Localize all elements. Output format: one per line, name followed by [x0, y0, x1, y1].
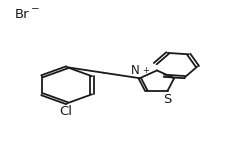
Text: −: − [31, 4, 40, 14]
Text: +: + [142, 66, 149, 75]
Text: Br: Br [14, 8, 29, 21]
Text: S: S [163, 93, 172, 106]
Text: Cl: Cl [59, 105, 72, 118]
Text: N: N [131, 64, 139, 77]
